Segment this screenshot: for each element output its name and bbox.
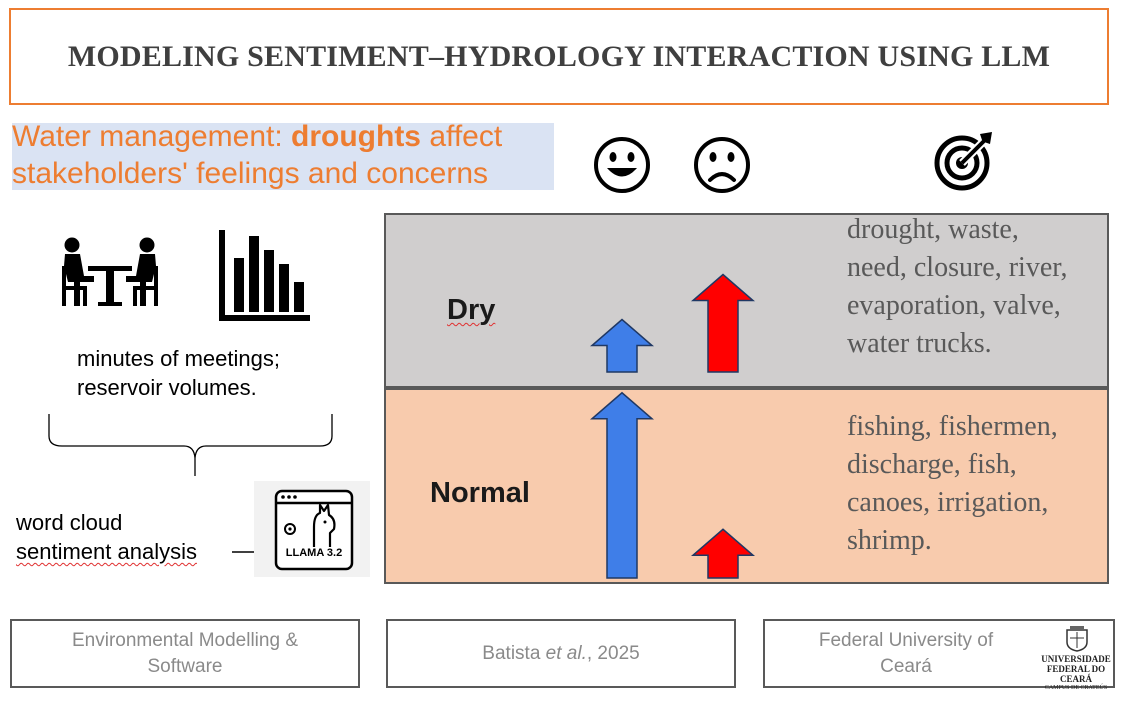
dry-word-line: need, closure, river, <box>847 252 1068 283</box>
logo-line3: CAMPUS DE CRATEÚS <box>1044 685 1108 691</box>
normal-word-line: shrimp. <box>847 525 932 556</box>
llama-icon <box>274 489 354 571</box>
title-box: MODELING SENTIMENT–HYDROLOGY INTERACTION… <box>9 8 1109 105</box>
normal-label: Normal <box>430 477 530 509</box>
normal-word-line: fishing, fishermen, <box>847 411 1058 442</box>
footer-journal: Environmental Modelling & Software <box>10 619 360 688</box>
university-line2: Ceará <box>880 655 932 677</box>
meeting-icon <box>62 237 158 306</box>
curly-brace <box>48 414 333 476</box>
methods-text: word cloud sentiment analysis <box>16 508 197 566</box>
inputs-line2: reservoir volumes. <box>77 375 257 400</box>
normal-words: fishing, fishermen, discharge, fish, can… <box>847 408 1058 560</box>
llama-card: LLAMA 3.2 <box>254 481 370 577</box>
subtitle-line2: stakeholders' feelings and concerns <box>12 157 489 190</box>
subtitle: Water management: droughts affect stakeh… <box>12 118 572 192</box>
subtitle-highlight <box>12 123 554 190</box>
footer-citation: Batista et al., 2025 <box>386 619 736 688</box>
inputs-line1: minutes of meetings; <box>77 346 280 371</box>
sad-face-icon <box>694 137 750 193</box>
dry-word-line: drought, waste, <box>847 214 1019 245</box>
normal-word-line: discharge, fish, <box>847 449 1017 480</box>
methods-line2: sentiment analysis <box>16 539 197 564</box>
dry-words: drought, waste, need, closure, river, ev… <box>847 211 1067 363</box>
happy-face-icon <box>594 137 650 193</box>
university-logo: UNIVERSIDADE FEDERAL DO CEARÁ CAMPUS DE … <box>1040 624 1112 691</box>
dry-label: Dry <box>447 294 496 326</box>
logo-line2: FEDERAL DO CEARÁ <box>1046 664 1106 684</box>
citation-etal: et al. <box>545 642 587 664</box>
subtitle-line1-pre: Water management: <box>12 120 292 153</box>
dry-positive-arrow <box>589 318 655 373</box>
journal-line2: Software <box>147 655 223 677</box>
normal-word-line: canoes, irrigation, <box>847 487 1049 518</box>
target-icon <box>934 132 992 191</box>
university-crest-icon <box>1066 626 1088 652</box>
normal-negative-arrow <box>690 528 756 579</box>
logo-line1: UNIVERSIDADE <box>1041 654 1111 664</box>
dry-word-line: water trucks. <box>847 328 992 359</box>
llama-label: LLAMA 3.2 <box>285 547 343 559</box>
citation-year: , 2025 <box>586 642 640 664</box>
footer-university: Federal University of Ceará <box>763 619 1115 688</box>
citation-author: Batista <box>482 642 546 664</box>
bar-chart-icon <box>219 230 310 321</box>
journal-line1: Environmental Modelling & <box>71 629 298 651</box>
university-line1: Federal University of <box>818 629 994 651</box>
subtitle-line1-bold: droughts <box>291 120 421 153</box>
dry-negative-arrow <box>690 273 756 373</box>
dry-word-line: evaporation, valve, <box>847 290 1061 321</box>
inputs-text: minutes of meetings; reservoir volumes. <box>77 344 280 402</box>
normal-positive-arrow <box>589 391 655 579</box>
subtitle-line1-post: affect <box>421 120 503 153</box>
methods-line1: word cloud <box>16 510 123 535</box>
page-title: MODELING SENTIMENT–HYDROLOGY INTERACTION… <box>67 39 1051 73</box>
